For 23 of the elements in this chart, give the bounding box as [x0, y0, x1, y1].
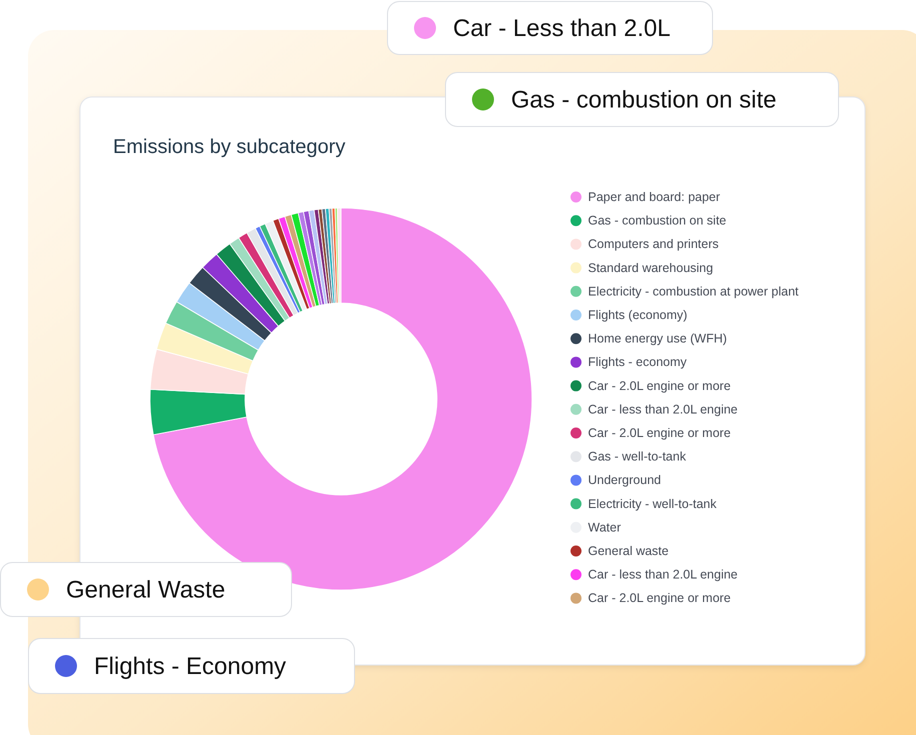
text: General Waste	[66, 576, 226, 604]
legend-label: Home energy use (WFH)	[588, 332, 727, 346]
legend-label: Computers and printers	[588, 237, 719, 252]
text: Flights - Economy	[94, 653, 286, 680]
legend-label: Underground	[588, 473, 662, 488]
legend-label: Gas - combustion on site	[588, 214, 726, 228]
legend-label: Flights (economy)	[588, 308, 688, 322]
legend-label: Car - 2.0L engine or more	[588, 426, 731, 440]
legend-label: Electricity - well-to-tank	[588, 496, 718, 511]
legend-label: Standard warehousing	[588, 260, 714, 275]
legend-label: Flights - economy	[588, 355, 688, 370]
text: Car - Less than 2.0L	[453, 15, 670, 42]
legend-label: Electricity - combustion at power plant	[588, 284, 800, 298]
legend-label: Car - less than 2.0L engine	[588, 402, 738, 416]
legend-label: Car - 2.0L engine or more	[588, 378, 731, 393]
text: Gas - combustion on site	[511, 86, 776, 114]
chart-title: Emissions by subcategory	[113, 136, 346, 158]
legend-label: Car - less than 2.0L engine	[588, 568, 738, 582]
legend-label: General waste	[588, 544, 669, 558]
legend-label: Water	[588, 520, 621, 534]
legend-label: Car - 2.0L engine or more	[588, 591, 731, 606]
legend-label: Gas - well-to-tank	[588, 450, 687, 464]
legend-label: Paper and board: paper	[588, 190, 720, 204]
